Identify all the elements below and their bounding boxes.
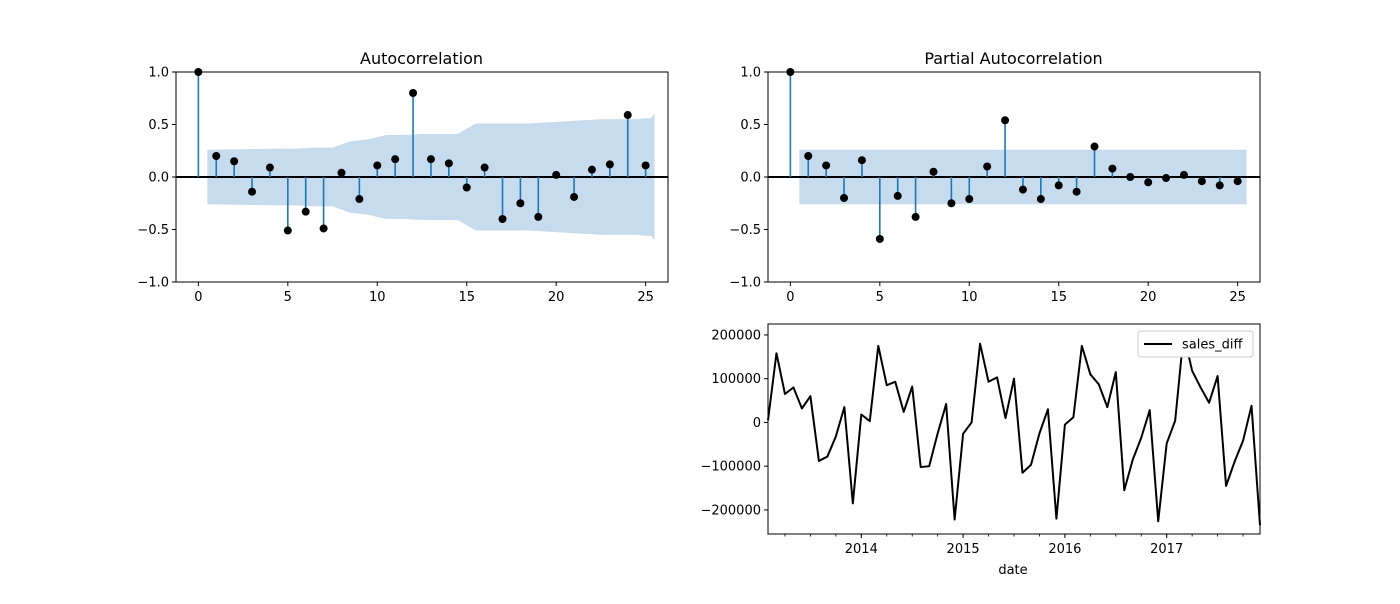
acf-ytick-label: 0.0	[148, 171, 169, 186]
sales-diff-plot-area: 2014 2015 2016 2017 −200000 −100000 0 100000 200…	[700, 323, 1261, 557]
line-ytick-label: 0	[753, 416, 761, 431]
pacf-marker-lag-20	[1144, 178, 1153, 187]
pacf-marker-lag-1	[804, 152, 813, 160]
pacf-marker-lag-15	[1054, 181, 1063, 190]
pacf-marker-lag-21	[1162, 174, 1171, 183]
pacf-xtick-label: 0	[786, 290, 794, 305]
pacf-panel: Partial Autocorrelation 0 5 10 15 20 25 −1.0 −0…	[729, 49, 1261, 305]
pacf-marker-lag-5	[875, 234, 884, 243]
acf-marker-lag-19	[534, 212, 543, 221]
acf-xtick-label: 20	[548, 290, 565, 305]
acf-marker-lag-18	[516, 199, 525, 208]
pacf-xtick-label: 5	[876, 290, 884, 305]
acf-marker-lag-20	[552, 170, 561, 179]
acf-marker-lag-5	[283, 226, 292, 235]
acf-marker-lag-24	[623, 111, 632, 120]
acf-marker-lag-17	[498, 215, 507, 223]
acf-xtick-label: 5	[284, 290, 292, 305]
pacf-xtick-label: 25	[1229, 290, 1246, 305]
pacf-marker-lag-24	[1215, 181, 1224, 190]
sales-diff-line	[767, 333, 1261, 526]
pacf-title: Partial Autocorrelation	[924, 49, 1102, 68]
acf-marker-lag-15	[462, 183, 471, 192]
acf-marker-lag-1	[212, 152, 221, 160]
line-ytick-label: 200000	[711, 328, 761, 343]
pacf-marker-lag-23	[1197, 177, 1206, 186]
pacf-marker-lag-7	[911, 212, 920, 221]
line-xlabel: date	[998, 563, 1027, 578]
pacf-ytick-label: 1.0	[740, 66, 761, 81]
pacf-marker-lag-22	[1179, 170, 1188, 179]
acf-ytick-label: −1.0	[137, 276, 169, 291]
acf-marker-lag-7	[319, 224, 328, 233]
acf-xtick-label: 10	[369, 290, 386, 305]
line-ytick-label: −200000	[700, 503, 761, 518]
pacf-xtick-label: 10	[961, 290, 978, 305]
acf-marker-lag-3	[248, 187, 257, 196]
pacf-marker-lag-14	[1036, 195, 1045, 204]
acf-marker-lag-16	[480, 163, 489, 172]
acf-marker-lag-21	[570, 192, 579, 201]
acf-panel: Autocorrelation 0 5 10 15 20 25 −1.0 −0.5 0.0 0.5…	[137, 49, 669, 305]
pacf-marker-lag-8	[929, 167, 938, 176]
legend: sales_diff	[1137, 330, 1254, 358]
pacf-marker-lag-3	[840, 194, 849, 202]
acf-marker-lag-14	[444, 159, 453, 168]
pacf-marker-lag-6	[893, 191, 902, 200]
pacf-ytick-label: 0.5	[740, 118, 761, 133]
line-xtick-label: 2015	[947, 542, 980, 557]
acf-marker-lag-6	[301, 207, 310, 216]
acf-marker-lag-10	[373, 161, 382, 170]
acf-marker-lag-22	[587, 165, 596, 174]
line-xtick-label: 2014	[845, 542, 878, 557]
pacf-marker-lag-18	[1108, 164, 1117, 173]
pacf-ytick-label: −0.5	[729, 223, 761, 238]
line-ytick-label: −100000	[700, 460, 761, 475]
acf-marker-lag-2	[230, 157, 239, 166]
acf-ytick-label: 0.5	[148, 118, 169, 133]
acf-marker-lag-23	[605, 160, 614, 169]
pacf-marker-lag-17	[1090, 142, 1099, 151]
acf-plot-area: 0 5 10 15 20 25 −1.0 −0.5 0.0 0.5 1.0	[137, 66, 669, 305]
pacf-marker-lag-9	[947, 199, 956, 208]
pacf-ytick-label: −1.0	[729, 276, 761, 291]
line-xtick-label: 2016	[1048, 542, 1081, 557]
acf-xtick-label: 0	[194, 290, 202, 305]
acf-xtick-label: 25	[637, 290, 654, 305]
pacf-xtick-label: 20	[1140, 290, 1157, 305]
pacf-marker-lag-11	[983, 162, 992, 171]
pacf-marker-lag-25	[1233, 177, 1242, 186]
acf-marker-lag-11	[391, 155, 400, 164]
pacf-marker-lag-19	[1126, 173, 1135, 181]
pacf-ytick-label: 0.0	[740, 171, 761, 186]
acf-ytick-label: 1.0	[148, 66, 169, 81]
pacf-marker-lag-12	[1001, 116, 1010, 125]
acf-title: Autocorrelation	[360, 49, 483, 68]
acf-marker-lag-25	[641, 161, 650, 170]
sales-diff-panel: 2014 2015 2016 2017 −200000 −100000 0 100000 200…	[700, 323, 1261, 578]
acf-marker-lag-13	[426, 155, 435, 164]
legend-label: sales_diff	[1182, 338, 1243, 353]
acf-marker-lag-12	[409, 89, 418, 97]
pacf-marker-lag-16	[1072, 187, 1081, 196]
acf-marker-lag-4	[265, 163, 274, 172]
pacf-marker-lag-2	[822, 161, 831, 170]
pacf-marker-lag-13	[1018, 185, 1027, 194]
pacf-xtick-label: 15	[1050, 290, 1067, 305]
pacf-marker-lag-4	[857, 156, 866, 165]
line-xtick-label: 2017	[1150, 542, 1183, 557]
acf-xtick-label: 15	[458, 290, 475, 305]
legend-box	[1137, 330, 1254, 358]
line-ytick-label: 100000	[711, 372, 761, 387]
acf-marker-lag-8	[337, 168, 346, 177]
pacf-marker-lag-10	[965, 195, 974, 204]
acf-marker-lag-9	[355, 195, 364, 204]
acf-ytick-label: −0.5	[137, 223, 169, 238]
pacf-plot-area: 0 5 10 15 20 25 −1.0 −0.5 0.0 0.5 1.0	[729, 66, 1261, 305]
